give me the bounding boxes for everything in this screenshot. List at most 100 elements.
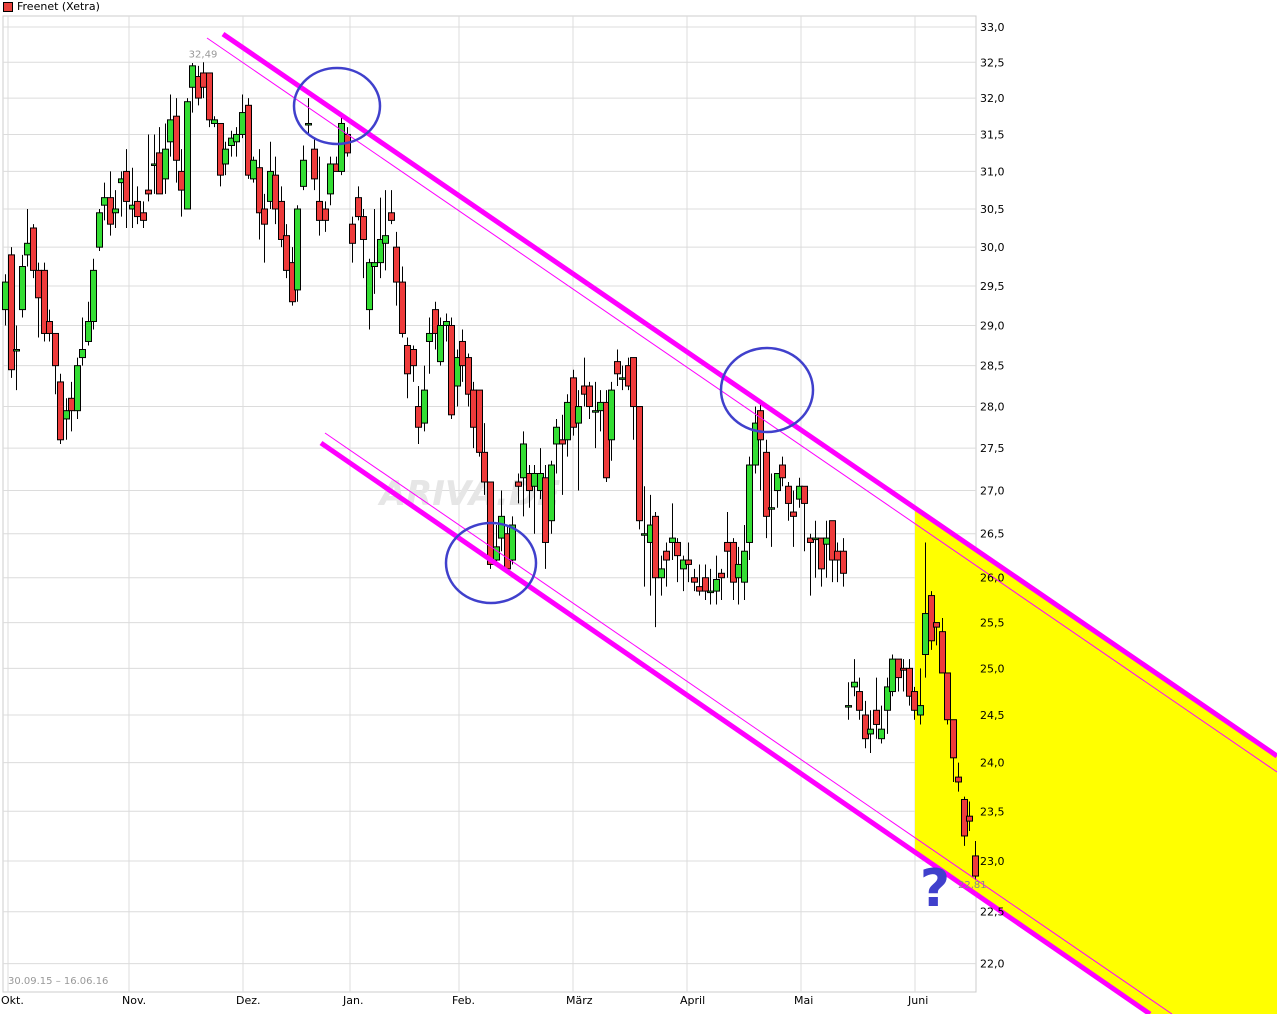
candle-up (707, 568, 714, 605)
candle-body (911, 691, 918, 711)
candle-up (85, 301, 92, 346)
candle-down (256, 149, 263, 240)
candle-up (851, 659, 858, 697)
y-tick-label: 25,5 (980, 617, 1005, 630)
candle-down (856, 677, 863, 720)
y-tick-label: 32,0 (980, 92, 1005, 105)
candle-up (437, 317, 444, 366)
candle-body (278, 200, 285, 240)
candle-body (713, 579, 720, 592)
candle-body (8, 254, 15, 371)
candle-body (509, 524, 516, 561)
candle-down (663, 542, 670, 587)
y-tick-label: 23,5 (980, 805, 1005, 818)
candle-body (250, 159, 257, 180)
max-price-label: 32,49 (189, 49, 218, 60)
candle-up (884, 677, 891, 734)
candle-up (669, 503, 676, 561)
candle-down (476, 389, 483, 457)
candle-up (13, 325, 20, 391)
y-tick-label: 22,0 (980, 958, 1005, 971)
candle-body (200, 72, 207, 88)
candle-body (63, 410, 70, 420)
candle-down (399, 266, 406, 338)
y-tick-label: 25,0 (980, 662, 1005, 675)
candle-up (300, 145, 307, 191)
candle-up (96, 208, 103, 252)
x-tick-label: Mai (794, 994, 813, 1007)
candle-down (559, 414, 566, 495)
candle-body (493, 546, 500, 561)
candle-up (520, 431, 527, 517)
candle-up (327, 156, 334, 206)
candle-body (459, 340, 466, 367)
candle-down (801, 485, 808, 552)
candle-body (818, 537, 825, 570)
candle-down (459, 329, 466, 382)
candle-down (718, 568, 725, 601)
candle-body (570, 377, 577, 428)
candle-body (790, 511, 797, 517)
candle-up (768, 473, 775, 547)
candle-down (173, 98, 180, 183)
x-tick-label: Jan. (342, 994, 363, 1007)
candle-body (211, 119, 218, 124)
candle-body (702, 577, 709, 592)
candle-up (338, 116, 345, 176)
candle-up (498, 490, 505, 552)
candle-body (559, 439, 566, 445)
candle-body (823, 537, 830, 545)
candle-body (162, 148, 169, 180)
candle-body (415, 406, 422, 428)
y-tick-label: 27,5 (980, 442, 1005, 455)
candle-body (950, 719, 957, 759)
candle-up (575, 390, 582, 491)
candle-up (553, 418, 560, 474)
candle-down (928, 591, 935, 650)
x-tick-label: April (680, 994, 705, 1007)
candle-body (101, 197, 108, 206)
candle-up (889, 654, 896, 697)
candle-up (878, 705, 885, 744)
candle-body (630, 357, 637, 408)
candle-body (619, 377, 626, 380)
candle-body (13, 349, 20, 352)
candle-down (807, 533, 814, 596)
candle-body (189, 65, 196, 88)
candle-body (68, 397, 75, 412)
candle-down (939, 618, 946, 674)
candle-down (30, 224, 37, 279)
candle-down (790, 490, 797, 547)
candle-body (96, 212, 103, 248)
candle-body (393, 246, 400, 283)
target-zone (915, 510, 1277, 1014)
candle-body (79, 349, 86, 359)
candle-body (322, 208, 329, 221)
candle-body (239, 112, 246, 135)
candle-up (443, 313, 450, 342)
candle-body (779, 464, 786, 479)
candle-body (261, 208, 268, 225)
lower-channel-line (319, 440, 1152, 1014)
candle-body (448, 324, 455, 416)
candle-down (349, 216, 356, 263)
candle-body (878, 728, 885, 740)
candle-down (862, 700, 869, 749)
candle-body (470, 389, 477, 428)
candle-body (206, 72, 213, 121)
touch-circle (292, 66, 382, 146)
candle-body (834, 550, 841, 561)
candle-body (437, 324, 444, 363)
candle-body (371, 262, 378, 267)
candle-body (812, 537, 819, 541)
candle-body (520, 443, 527, 479)
candle-body (112, 208, 119, 214)
candle-down (911, 686, 918, 720)
candle-body (272, 174, 279, 210)
candle-down (972, 840, 979, 881)
candle-body (2, 281, 9, 311)
candle-body (399, 281, 406, 334)
candles (2, 62, 979, 881)
candle-down (763, 439, 770, 539)
candle-up (867, 710, 874, 754)
